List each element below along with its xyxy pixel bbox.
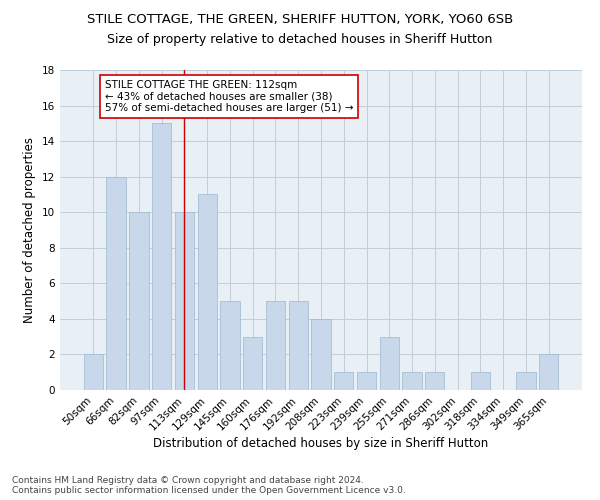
Text: Contains HM Land Registry data © Crown copyright and database right 2024.
Contai: Contains HM Land Registry data © Crown c… bbox=[12, 476, 406, 495]
Y-axis label: Number of detached properties: Number of detached properties bbox=[23, 137, 37, 323]
Text: STILE COTTAGE THE GREEN: 112sqm
← 43% of detached houses are smaller (38)
57% of: STILE COTTAGE THE GREEN: 112sqm ← 43% of… bbox=[105, 80, 353, 114]
Bar bbox=[106, 176, 126, 390]
Bar bbox=[334, 372, 353, 390]
Bar bbox=[289, 301, 308, 390]
Text: Size of property relative to detached houses in Sheriff Hutton: Size of property relative to detached ho… bbox=[107, 32, 493, 46]
Bar bbox=[311, 319, 331, 390]
Bar bbox=[470, 372, 490, 390]
Bar bbox=[84, 354, 103, 390]
X-axis label: Distribution of detached houses by size in Sheriff Hutton: Distribution of detached houses by size … bbox=[154, 438, 488, 450]
Bar bbox=[266, 301, 285, 390]
Bar bbox=[152, 124, 172, 390]
Bar bbox=[357, 372, 376, 390]
Bar bbox=[516, 372, 536, 390]
Bar bbox=[380, 336, 399, 390]
Bar bbox=[197, 194, 217, 390]
Bar bbox=[220, 301, 239, 390]
Bar bbox=[129, 212, 149, 390]
Bar bbox=[403, 372, 422, 390]
Bar bbox=[539, 354, 558, 390]
Text: STILE COTTAGE, THE GREEN, SHERIFF HUTTON, YORK, YO60 6SB: STILE COTTAGE, THE GREEN, SHERIFF HUTTON… bbox=[87, 12, 513, 26]
Bar bbox=[175, 212, 194, 390]
Bar bbox=[243, 336, 262, 390]
Bar bbox=[425, 372, 445, 390]
